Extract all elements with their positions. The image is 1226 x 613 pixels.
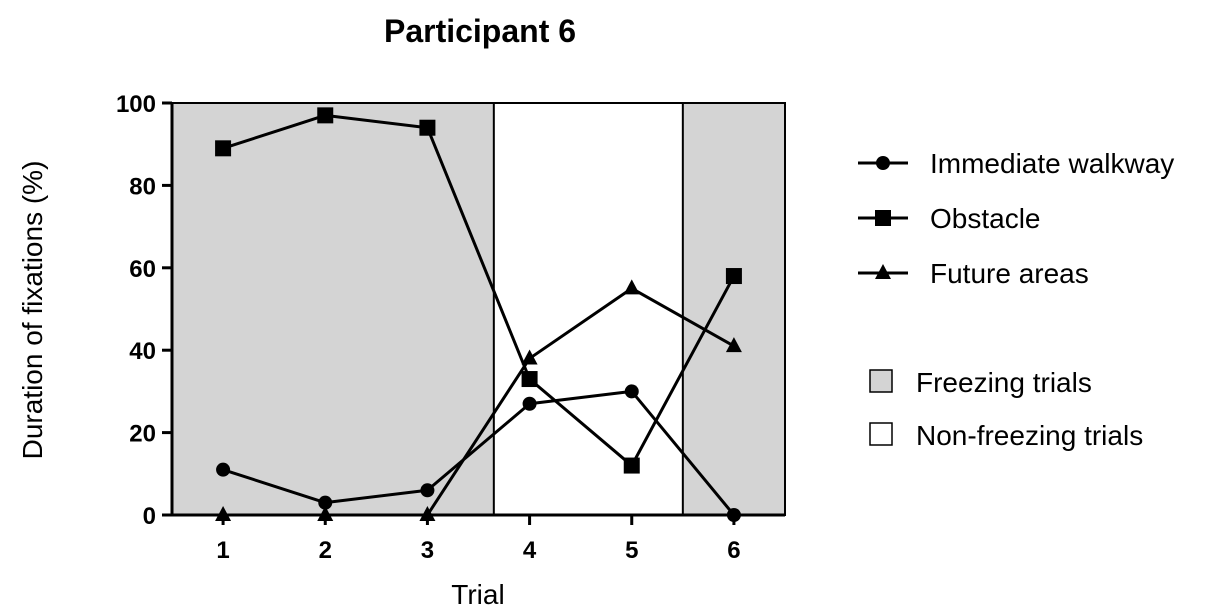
- legend-marker-triangle: [875, 264, 891, 279]
- legend-marker-circle: [876, 156, 890, 170]
- data-point-obstacle: [215, 140, 232, 157]
- data-point-obstacle: [317, 107, 334, 124]
- legend-label: Non-freezing trials: [916, 420, 1143, 451]
- legend-item-future-areas: Future areas: [858, 258, 1089, 289]
- shaded-regions: [172, 103, 785, 515]
- data-point-immediate-walkway: [216, 462, 231, 477]
- data-point-obstacle: [623, 457, 640, 474]
- series-layer: [215, 107, 742, 522]
- chart-title: Participant 6: [384, 13, 576, 49]
- data-point-immediate-walkway: [624, 384, 639, 399]
- x-tick-label: 4: [523, 537, 537, 564]
- legend: Immediate walkway Obstacle Future areas Fre…: [858, 148, 1174, 451]
- data-point-obstacle: [521, 371, 538, 388]
- legend-swatch: [869, 422, 893, 446]
- shaded-region-2: [682, 103, 785, 515]
- y-tick-label: 40: [129, 338, 156, 365]
- shaded-region-1: [172, 103, 494, 515]
- legend-item-non-freezing-trials: Non-freezing trials: [869, 420, 1143, 451]
- data-point-future-areas: [725, 337, 742, 353]
- x-axis-title: Trial: [451, 579, 504, 610]
- x-tick-label: 6: [727, 537, 740, 564]
- x-tick-label: 5: [625, 537, 638, 564]
- legend-marker-square: [875, 210, 891, 226]
- data-point-future-areas: [521, 349, 538, 365]
- data-point-immediate-walkway: [420, 483, 435, 498]
- y-tick-label: 60: [129, 256, 156, 283]
- legend-label: Obstacle: [930, 203, 1041, 234]
- legend-item-freezing-trials: Freezing trials: [869, 367, 1092, 398]
- legend-item-obstacle: Obstacle: [858, 203, 1041, 234]
- series-line-immediate-walkway: [222, 389, 736, 516]
- data-point-immediate-walkway: [318, 495, 333, 510]
- y-tick-label: 100: [116, 91, 156, 118]
- series-line-obstacle: [222, 113, 736, 468]
- y-tick-label: 80: [129, 173, 156, 200]
- y-tick-label: 20: [129, 421, 156, 448]
- legend-label: Freezing trials: [916, 367, 1092, 398]
- series-obstacle: [215, 107, 742, 474]
- y-axis-title: Duration of fixations (%): [17, 161, 48, 460]
- y-tick-label: 0: [143, 503, 156, 530]
- legend-label: Future areas: [930, 258, 1089, 289]
- legend-label: Immediate walkway: [930, 148, 1174, 179]
- data-point-obstacle: [419, 119, 436, 136]
- series-immediate-walkway: [216, 384, 741, 522]
- axes: 0 20 40 60 80 100 1 2 3 4 5 6: [116, 91, 785, 564]
- x-tick-label: 1: [216, 537, 229, 564]
- data-point-future-areas: [623, 279, 640, 295]
- legend-item-immediate-walkway: Immediate walkway: [858, 148, 1174, 179]
- data-point-immediate-walkway: [522, 396, 537, 411]
- legend-swatch: [869, 369, 893, 393]
- x-tick-label: 3: [421, 537, 434, 564]
- data-point-obstacle: [725, 268, 742, 285]
- x-tick-label: 2: [319, 537, 332, 564]
